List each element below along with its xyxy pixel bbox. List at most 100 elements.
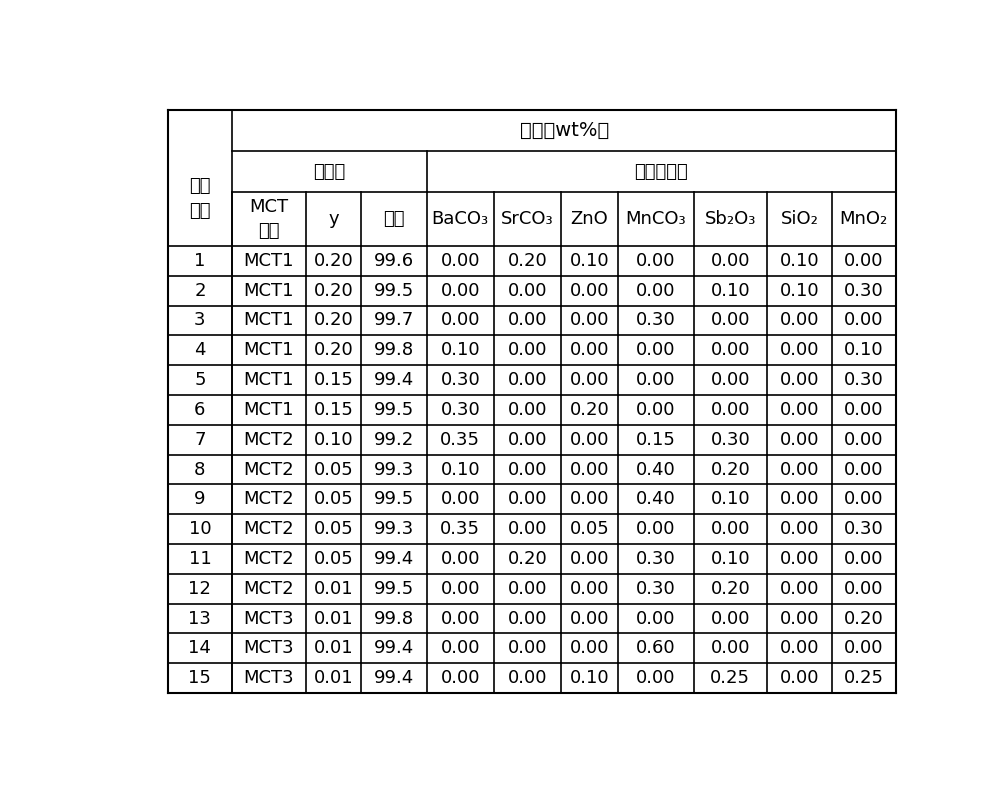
Text: 0.40: 0.40 (636, 461, 676, 478)
Text: 0.00: 0.00 (844, 431, 884, 449)
Text: 0.20: 0.20 (508, 550, 547, 568)
Text: MCT3: MCT3 (244, 669, 294, 687)
Text: 0.00: 0.00 (508, 282, 547, 300)
Text: 0.00: 0.00 (570, 282, 609, 300)
Text: 99.8: 99.8 (374, 342, 414, 359)
Text: 0.35: 0.35 (440, 520, 480, 538)
Text: 0.00: 0.00 (636, 371, 675, 389)
Text: 99.6: 99.6 (374, 252, 414, 270)
Text: 0.00: 0.00 (441, 312, 480, 330)
Text: 0.00: 0.00 (570, 550, 609, 568)
Text: 0.25: 0.25 (844, 669, 884, 687)
Text: 0.00: 0.00 (636, 282, 675, 300)
Text: 0.00: 0.00 (711, 639, 750, 657)
Text: 0.01: 0.01 (314, 580, 353, 598)
Text: 0.00: 0.00 (636, 342, 675, 359)
Text: y: y (328, 210, 339, 228)
Text: 0.00: 0.00 (508, 669, 547, 687)
Text: 0.10: 0.10 (440, 342, 480, 359)
Text: 10: 10 (189, 520, 211, 538)
Text: 0.00: 0.00 (508, 461, 547, 478)
Text: 0.00: 0.00 (570, 580, 609, 598)
Text: 0.20: 0.20 (314, 342, 353, 359)
Text: 含量: 含量 (383, 210, 405, 228)
Text: 0.00: 0.00 (570, 431, 609, 449)
Text: 12: 12 (188, 580, 211, 598)
Text: 0.00: 0.00 (441, 282, 480, 300)
Text: 13: 13 (188, 610, 211, 627)
Text: MCT3: MCT3 (244, 610, 294, 627)
Text: MnO₂: MnO₂ (840, 210, 888, 228)
Text: 0.00: 0.00 (780, 371, 819, 389)
Text: MCT1: MCT1 (244, 282, 294, 300)
Text: 0.30: 0.30 (440, 401, 480, 419)
Text: 0.30: 0.30 (844, 282, 884, 300)
Text: 0.01: 0.01 (314, 639, 353, 657)
Text: 0.10: 0.10 (440, 461, 480, 478)
Text: 5: 5 (194, 371, 206, 389)
Text: 1: 1 (194, 252, 206, 270)
Text: 0.00: 0.00 (570, 371, 609, 389)
Text: 4: 4 (194, 342, 206, 359)
Text: 0.00: 0.00 (711, 342, 750, 359)
Text: 0.20: 0.20 (314, 252, 353, 270)
Text: 试样
编号: 试样 编号 (189, 177, 211, 220)
Text: 99.8: 99.8 (374, 610, 414, 627)
Text: 0.40: 0.40 (636, 490, 676, 508)
Text: 0.00: 0.00 (441, 580, 480, 598)
Text: 0.10: 0.10 (780, 252, 819, 270)
Text: 0.20: 0.20 (710, 461, 750, 478)
Text: 0.00: 0.00 (508, 371, 547, 389)
Text: 15: 15 (188, 669, 211, 687)
Text: 0.00: 0.00 (780, 520, 819, 538)
Text: 99.5: 99.5 (374, 282, 414, 300)
Text: 0.00: 0.00 (844, 401, 884, 419)
Text: MCT1: MCT1 (244, 401, 294, 419)
Text: 99.4: 99.4 (374, 550, 414, 568)
Text: 8: 8 (194, 461, 206, 478)
Text: 0.20: 0.20 (508, 252, 547, 270)
Text: 0.10: 0.10 (711, 490, 750, 508)
Text: 0.01: 0.01 (314, 610, 353, 627)
Text: 0.10: 0.10 (711, 550, 750, 568)
Text: 0.10: 0.10 (711, 282, 750, 300)
Text: 0.00: 0.00 (844, 490, 884, 508)
Text: 0.00: 0.00 (441, 610, 480, 627)
Text: MCT1: MCT1 (244, 312, 294, 330)
Text: 0.00: 0.00 (508, 610, 547, 627)
Text: 0.30: 0.30 (636, 312, 676, 330)
Text: 0.05: 0.05 (314, 550, 353, 568)
Text: 9: 9 (194, 490, 206, 508)
Text: 11: 11 (189, 550, 211, 568)
Text: 0.20: 0.20 (710, 580, 750, 598)
Text: 0.00: 0.00 (570, 610, 609, 627)
Text: 0.00: 0.00 (570, 639, 609, 657)
Text: 0.00: 0.00 (441, 490, 480, 508)
Text: 0.00: 0.00 (508, 490, 547, 508)
Text: 0.20: 0.20 (569, 401, 609, 419)
Text: MnCO₃: MnCO₃ (625, 210, 686, 228)
Text: 0.00: 0.00 (780, 610, 819, 627)
Text: 7: 7 (194, 431, 206, 449)
Text: 99.4: 99.4 (374, 371, 414, 389)
Text: MCT2: MCT2 (244, 461, 294, 478)
Text: 0.10: 0.10 (570, 669, 609, 687)
Text: 0.00: 0.00 (441, 550, 480, 568)
Text: 0.15: 0.15 (313, 371, 353, 389)
Text: 0.00: 0.00 (441, 639, 480, 657)
Text: MCT2: MCT2 (244, 580, 294, 598)
Text: 99.2: 99.2 (374, 431, 414, 449)
Text: 99.5: 99.5 (374, 490, 414, 508)
Text: BaCO₃: BaCO₃ (432, 210, 489, 228)
Text: SrCO₃: SrCO₃ (501, 210, 554, 228)
Text: 主成分: 主成分 (313, 163, 346, 181)
Text: 0.00: 0.00 (636, 669, 675, 687)
Text: 0.00: 0.00 (441, 252, 480, 270)
Text: 0.00: 0.00 (711, 312, 750, 330)
Text: 组成（wt%）: 组成（wt%） (520, 121, 609, 140)
Text: 2: 2 (194, 282, 206, 300)
Text: 99.3: 99.3 (374, 520, 414, 538)
Text: 99.5: 99.5 (374, 580, 414, 598)
Text: 0.00: 0.00 (844, 312, 884, 330)
Text: 0.00: 0.00 (570, 312, 609, 330)
